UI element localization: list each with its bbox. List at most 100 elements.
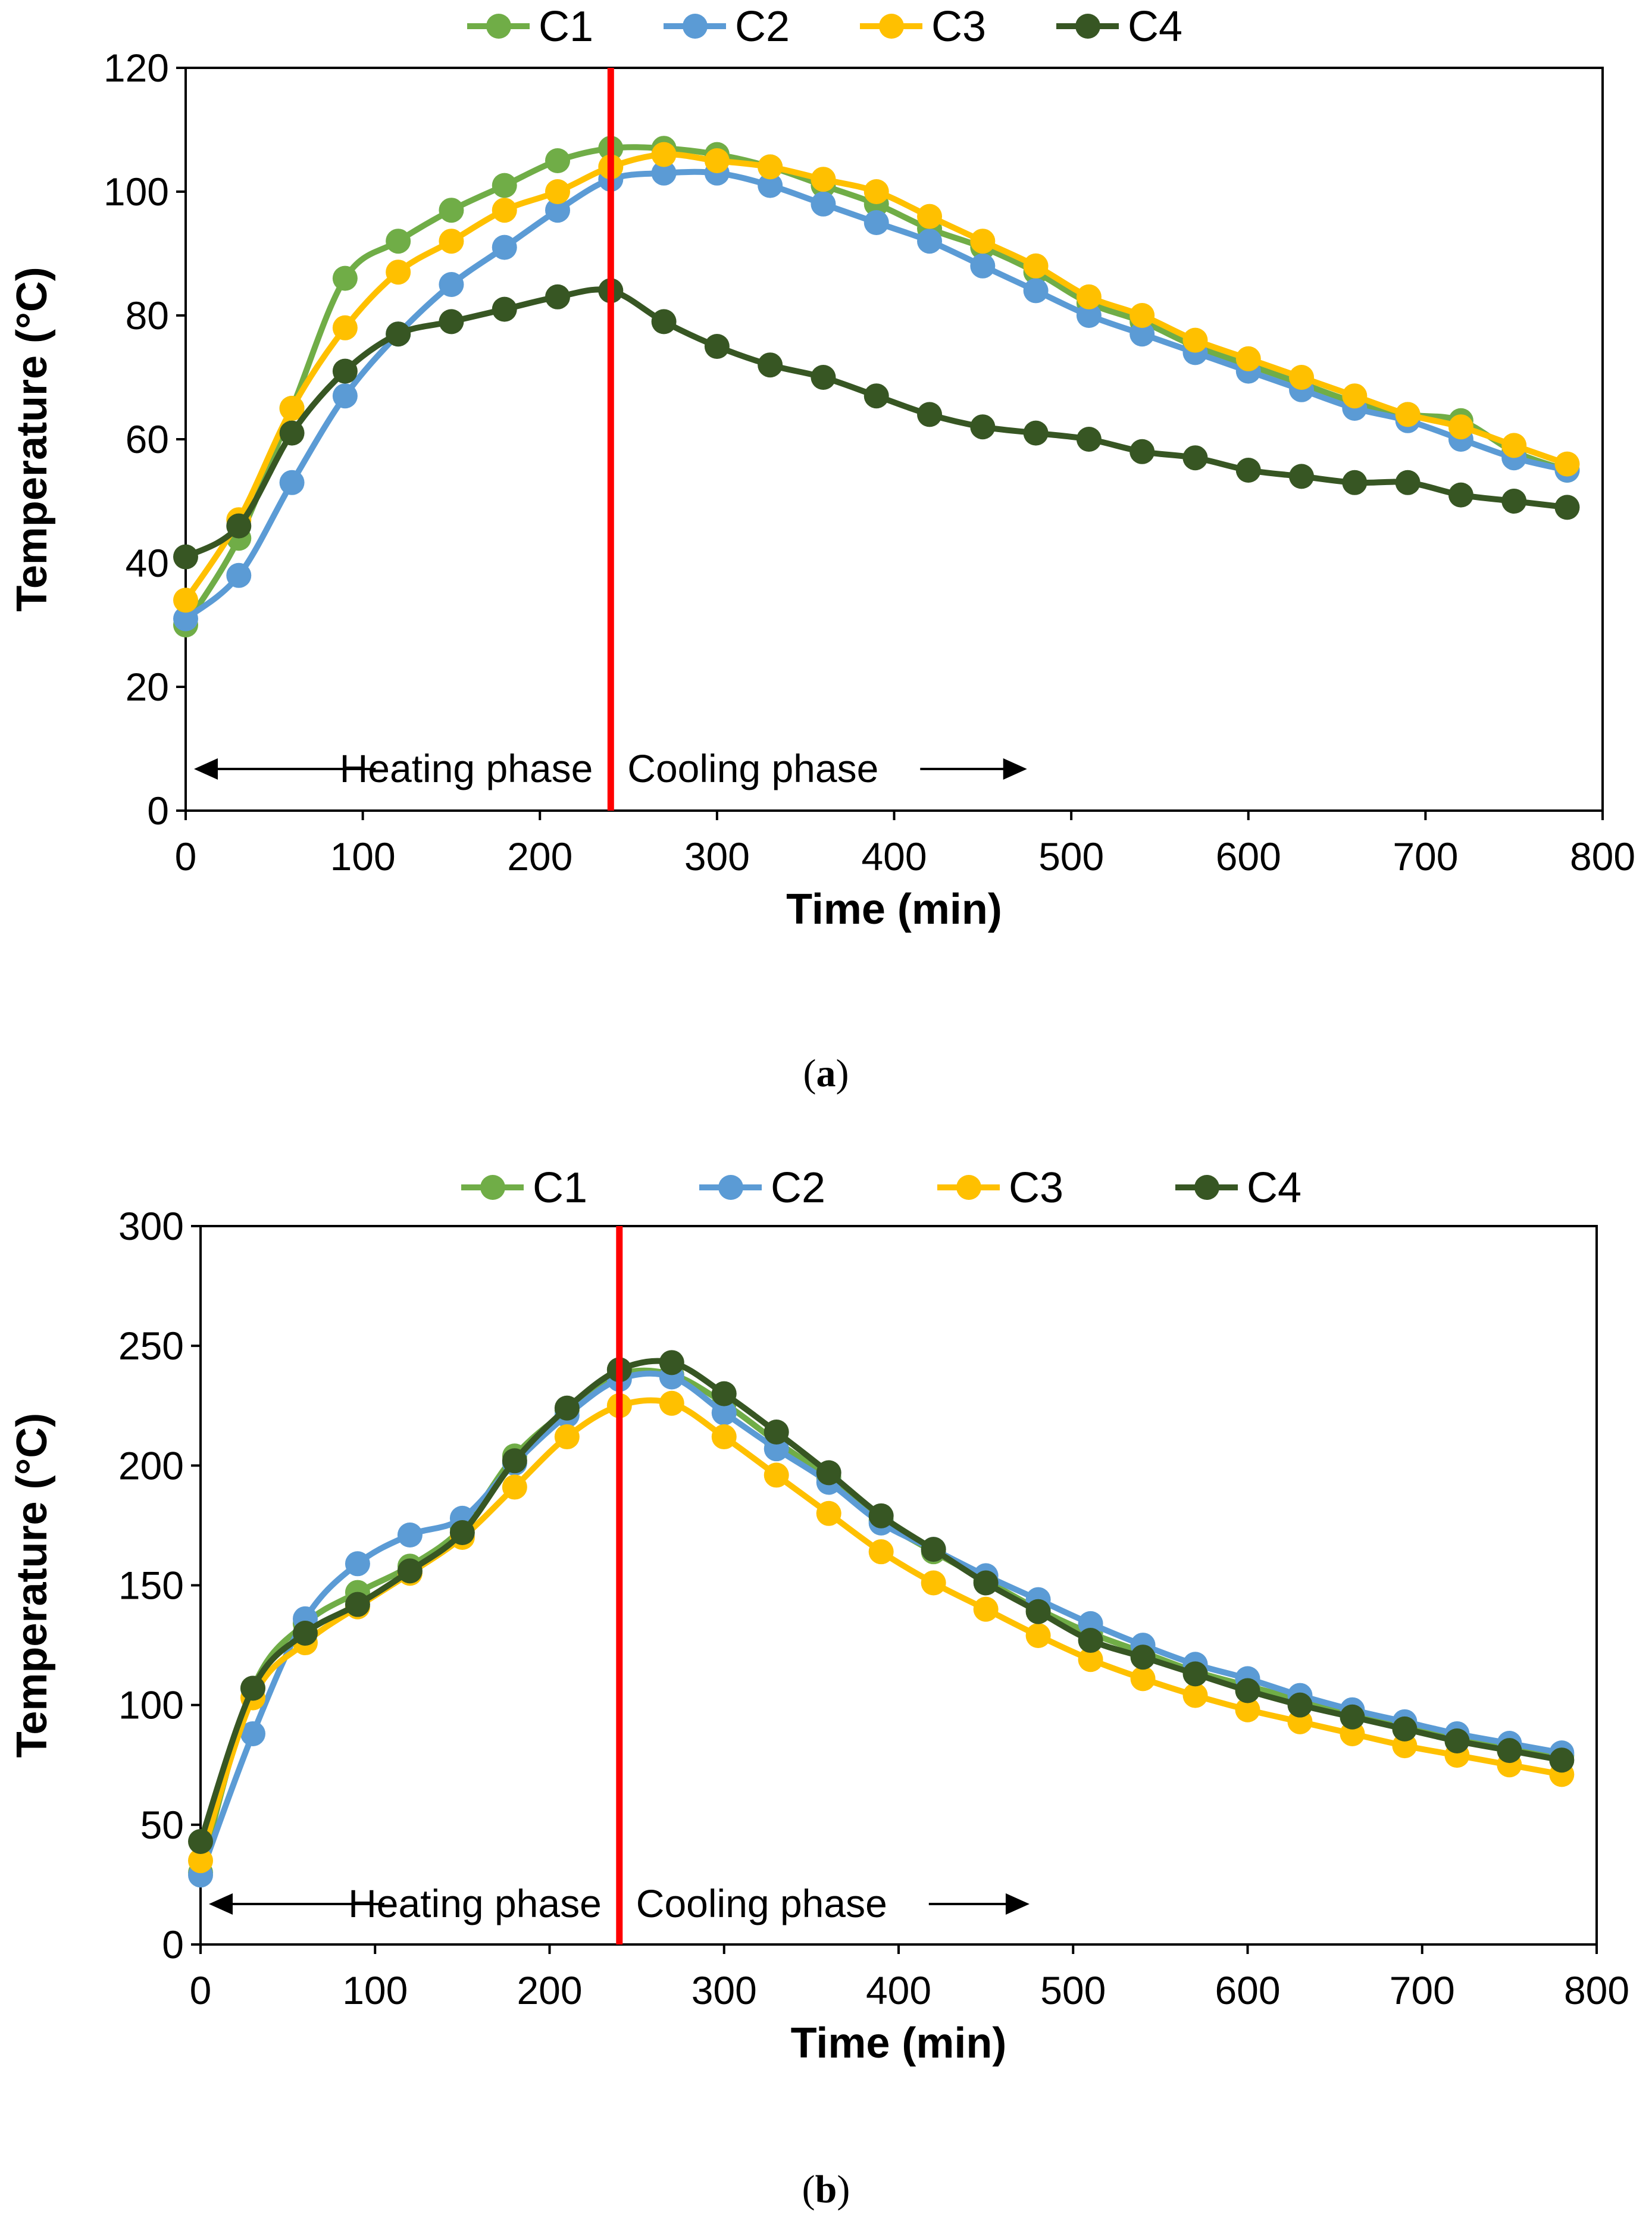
y-tick-label: 100 — [104, 170, 169, 214]
caption-letter: b — [815, 2168, 837, 2211]
y-tick-label: 40 — [126, 541, 169, 585]
data-point-c4 — [1392, 1716, 1418, 1742]
data-point-c4 — [1078, 1628, 1103, 1653]
data-point-c2 — [1130, 321, 1155, 347]
data-point-c4 — [1182, 445, 1208, 471]
data-point-c3 — [1182, 1683, 1208, 1708]
data-point-c3 — [492, 198, 517, 223]
cooling-phase-label: Cooling phase — [627, 746, 878, 790]
data-point-c4 — [397, 1558, 423, 1584]
y-tick-label: 300 — [118, 1204, 184, 1248]
legend-label: C1 — [533, 1164, 587, 1212]
data-point-c4 — [651, 309, 677, 334]
data-point-c4 — [1235, 1678, 1260, 1703]
y-tick-label: 100 — [118, 1683, 184, 1727]
legend-swatch-marker — [480, 1175, 505, 1200]
legend-swatch-marker — [486, 14, 511, 39]
series-c2 — [188, 1364, 1575, 1888]
data-point-c3 — [921, 1570, 946, 1596]
data-point-c3 — [704, 148, 730, 173]
data-point-c4 — [173, 544, 198, 570]
data-point-c2 — [226, 562, 252, 588]
data-point-c4 — [1130, 1645, 1156, 1670]
data-point-c3 — [1554, 451, 1580, 477]
legend-item-c1: C1 — [467, 3, 593, 51]
x-axis-title: Time (min) — [786, 886, 1002, 933]
data-point-c4 — [240, 1675, 265, 1701]
x-tick-label: 800 — [1564, 1968, 1629, 2012]
data-point-c3 — [554, 1424, 580, 1450]
data-point-c2 — [545, 198, 571, 223]
data-point-c4 — [226, 513, 252, 539]
series-line-c4 — [198, 1358, 1563, 1843]
series-line-c3 — [198, 1397, 1563, 1862]
caption-open-paren: ( — [802, 2168, 815, 2211]
y-tick-label: 150 — [118, 1564, 184, 1608]
data-point-c4 — [1025, 1599, 1051, 1624]
data-point-c4 — [1287, 1692, 1313, 1718]
data-point-c1 — [332, 265, 358, 291]
plot-frame — [184, 67, 1604, 812]
y-tick-label: 250 — [118, 1324, 184, 1368]
data-point-c4 — [764, 1420, 789, 1445]
series-line-c3 — [183, 151, 1569, 602]
legend-item-c1: C1 — [461, 1164, 587, 1212]
data-point-c3 — [545, 179, 571, 204]
data-point-c4 — [1395, 470, 1421, 495]
data-point-c3 — [1395, 402, 1421, 427]
data-point-c2 — [279, 470, 305, 495]
x-tick-label: 300 — [684, 834, 750, 878]
data-point-c4 — [816, 1460, 841, 1486]
legend-swatch-marker — [879, 14, 904, 39]
series-c4 — [188, 1350, 1575, 1854]
data-point-c2 — [758, 173, 783, 198]
y-tick-label: 50 — [140, 1803, 184, 1847]
data-point-c2 — [173, 606, 198, 631]
panel-caption: (a) — [803, 1052, 849, 1095]
legend-swatch-marker — [1075, 14, 1100, 39]
data-point-c3 — [651, 142, 677, 167]
chart-panel-a: 0 20 40 60 80 100 120 0 100 200 300 400 500 600 700 800… — [8, 3, 1635, 1095]
legend-item-c3: C3 — [860, 3, 986, 51]
data-point-c3 — [1448, 414, 1473, 440]
data-point-c3 — [188, 1848, 213, 1874]
y-tick-label: 60 — [126, 417, 169, 461]
y-tick-label: 0 — [147, 789, 169, 833]
data-point-c2 — [439, 272, 464, 297]
series-line-c2 — [183, 168, 1568, 621]
data-point-c3 — [917, 204, 943, 229]
data-point-c1 — [492, 173, 517, 198]
data-point-c3 — [1235, 1697, 1260, 1722]
data-point-c3 — [279, 396, 305, 421]
data-point-c4 — [1235, 458, 1261, 483]
x-tick-label: 500 — [1040, 1968, 1106, 2012]
data-point-c3 — [173, 587, 198, 613]
data-point-c3 — [1182, 327, 1208, 353]
data-point-c4 — [545, 284, 571, 309]
legend: C1 C2 C3 C4 — [467, 3, 1182, 51]
legend: C1 C2 C3 C4 — [461, 1164, 1301, 1212]
data-point-c4 — [711, 1381, 737, 1406]
x-tick-label: 400 — [866, 1968, 931, 2012]
legend-item-c2: C2 — [699, 1164, 825, 1212]
data-point-c3 — [1235, 346, 1261, 371]
data-point-c4 — [345, 1592, 370, 1617]
caption-letter: a — [816, 1052, 836, 1095]
legend-swatch-marker — [718, 1175, 743, 1200]
y-tick-label: 20 — [126, 665, 169, 709]
x-tick-label: 700 — [1390, 1968, 1455, 2012]
data-point-c3 — [764, 1462, 789, 1488]
data-point-c4 — [1340, 1704, 1365, 1730]
legend-swatch-marker — [1194, 1175, 1219, 1200]
series-c3 — [173, 142, 1580, 613]
data-point-c4 — [449, 1520, 475, 1545]
x-tick-label: 600 — [1216, 834, 1281, 878]
x-axis-title: Time (min) — [791, 2019, 1007, 2067]
data-point-c3 — [439, 229, 464, 254]
data-point-c3 — [711, 1424, 737, 1450]
data-point-c2 — [240, 1721, 265, 1746]
legend-item-c3: C3 — [937, 1164, 1063, 1212]
data-point-c3 — [973, 1596, 999, 1622]
data-point-c4 — [973, 1570, 999, 1596]
legend-label: C2 — [771, 1164, 825, 1212]
